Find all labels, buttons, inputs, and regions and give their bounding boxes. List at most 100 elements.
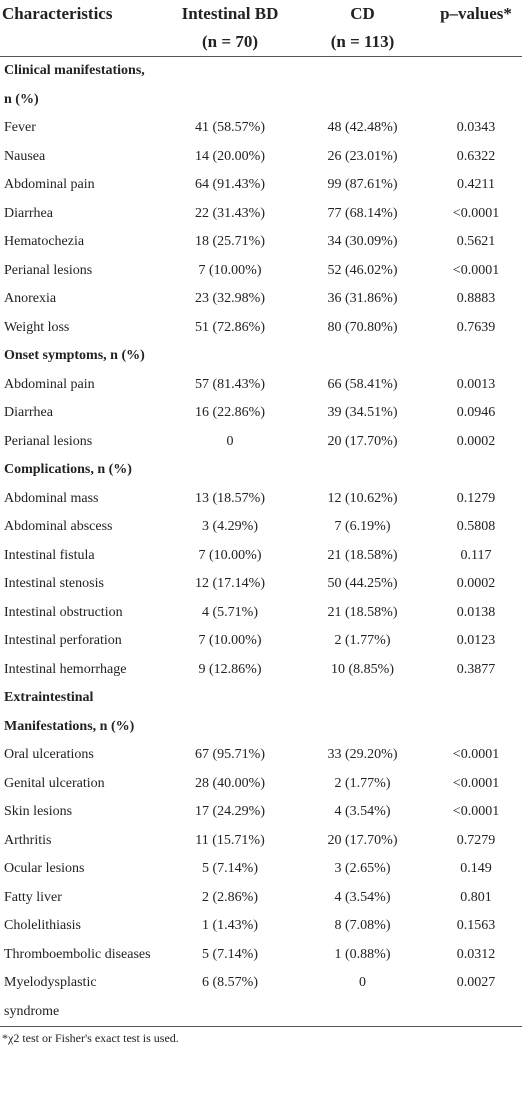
row-label: Cholelithiasis [4,918,81,933]
data-row: Ocular lesions 5 (7.14%) 3 (2.65%) 0.149 [0,855,522,884]
cell: 7 (10.00%) [198,262,262,278]
data-row: Oral ulcerations 67 (95.71%) 33 (29.20%) <0… [0,741,522,770]
row-label: Intestinal fistula [4,547,95,563]
cell: 6 (8.57%) [165,969,295,1027]
cell: 0.5621 [456,234,496,249]
section-row: Clinical manifestations, n (%) [0,57,522,115]
section-row: Extraintestinal Manifestations, n (%) [0,684,522,741]
cell: 33 (29.20%) [327,747,398,762]
row-label: Intestinal hemorrhage [4,661,127,677]
empty-cell [430,57,522,115]
cell: 4 (5.71%) [202,604,258,620]
cell: 50 (44.25%) [327,576,398,591]
cell: 12 (17.14%) [195,576,265,591]
cell: 0.1279 [456,490,496,506]
cell: 0.0343 [456,120,496,135]
header-text: (n = 113) [330,32,395,51]
data-table: Characteristics Intestinal BD (n = 70) CD (n… [0,0,522,1027]
cell: 0.7639 [456,319,496,335]
empty-cell [165,57,295,115]
empty-cell [295,456,430,485]
section-title: Complications, n (%) [4,462,132,477]
cell: 64 (91.43%) [195,177,265,192]
cell: 2 (1.77%) [334,775,391,791]
cell: <0.0001 [452,205,500,221]
cell: 0.4211 [457,177,495,192]
cell: <0.0001 [452,775,500,791]
cell: 66 (58.41%) [327,376,398,392]
data-row: Genital ulceration 28 (40.00%) 2 (1.77%) <0… [0,770,522,799]
section-title: Onset symptoms, n (%) [4,348,145,363]
cell: 20 (17.70%) [327,433,398,449]
cell: 1 (0.88%) [334,946,391,962]
row-label: Oral ulcerations [4,747,94,762]
cell: 0.6322 [456,148,496,164]
cell: <0.0001 [452,804,500,819]
data-row: Thromboembolic diseases 5 (7.14%) 1 (0.88%… [0,941,522,970]
cell: 0.0138 [456,604,496,620]
cell: 11 (15.71%) [195,832,265,848]
cell: <0.0001 [452,262,500,278]
footnote: *χ2 test or Fisher's exact test is used. [2,1031,179,1045]
empty-cell [295,342,430,371]
data-row: Diarrhea 22 (31.43%) 77 (68.14%) <0.0001 [0,200,522,229]
data-row: Fatty liver 2 (2.86%) 4 (3.54%) 0.801 [0,884,522,913]
cell: 7 (10.00%) [198,633,262,648]
row-label: Arthritis [4,832,52,848]
empty-cell [165,342,295,371]
cell: 51 (72.86%) [195,319,265,335]
row-label: Skin lesions [4,804,73,819]
row-label: Nausea [4,148,46,164]
empty-cell [430,456,522,485]
data-row: Intestinal hemorrhage 9 (12.86%) 10 (8.85%… [0,656,522,685]
cell: 0 [295,969,430,1027]
cell: 23 (32.98%) [195,291,265,306]
cell: 36 (31.86%) [327,291,398,306]
row-label: Anorexia [4,291,57,306]
data-row: Anorexia 23 (32.98%) 36 (31.86%) 0.8883 [0,285,522,314]
cell: 99 (87.61%) [327,177,398,192]
cell: 48 (42.48%) [327,120,398,135]
data-row: Fever 41 (58.57%) 48 (42.48%) 0.0343 [0,114,522,143]
cell: 0 [226,433,234,449]
cell: 0.0312 [456,946,496,962]
header-text: p–values* [440,4,512,23]
empty-cell [165,456,295,485]
cell: 0.0002 [456,576,496,591]
cell: 2 (1.77%) [334,633,391,648]
cell: 0.5808 [456,519,496,534]
data-row: Myelodysplastic syndrome 6 (8.57%) 0 0.0027 [0,969,522,1027]
data-row: Perianal lesions 0 20 (17.70%) 0.0002 [0,428,522,457]
data-row: Intestinal perforation 7 (10.00%) 2 (1.77%… [0,627,522,656]
cell: 16 (22.86%) [195,405,265,420]
header-text: Intestinal BD [181,4,279,23]
cell: 0.7279 [456,832,496,848]
row-label: Ocular lesions [4,861,85,876]
cell: 0.8883 [456,291,496,306]
cell: 7 (10.00%) [198,547,262,563]
header-cell: Characteristics [0,0,165,57]
cell: 0.0946 [456,405,496,420]
cell: 3 (4.29%) [202,519,258,534]
data-row: Abdominal pain 57 (81.43%) 66 (58.41%) 0.00… [0,371,522,400]
cell: 12 (10.62%) [327,490,398,506]
cell: 5 (7.14%) [202,946,258,962]
row-label: Diarrhea [4,405,53,420]
data-row: Diarrhea 16 (22.86%) 39 (34.51%) 0.0946 [0,399,522,428]
data-row: Intestinal obstruction 4 (5.71%) 21 (18.58… [0,599,522,628]
cell: 22 (31.43%) [195,205,265,221]
data-row: Intestinal stenosis 12 (17.14%) 50 (44.25%… [0,570,522,599]
cell: 2 (2.86%) [202,889,258,905]
row-label: Myelodysplastic syndrome [0,969,165,1027]
row-label: Hematochezia [4,234,85,249]
cell: 21 (18.58%) [327,547,398,563]
header-cell: p–values* [430,0,522,57]
cell: 67 (95.71%) [195,747,265,762]
row-label: Thromboembolic diseases [4,946,151,962]
cell: 21 (18.58%) [327,604,398,620]
empty-cell [295,57,430,115]
header-cell: CD (n = 113) [295,0,430,57]
cell: 4 (3.54%) [334,889,391,905]
data-row: Nausea 14 (20.00%) 26 (23.01%) 0.6322 [0,143,522,172]
